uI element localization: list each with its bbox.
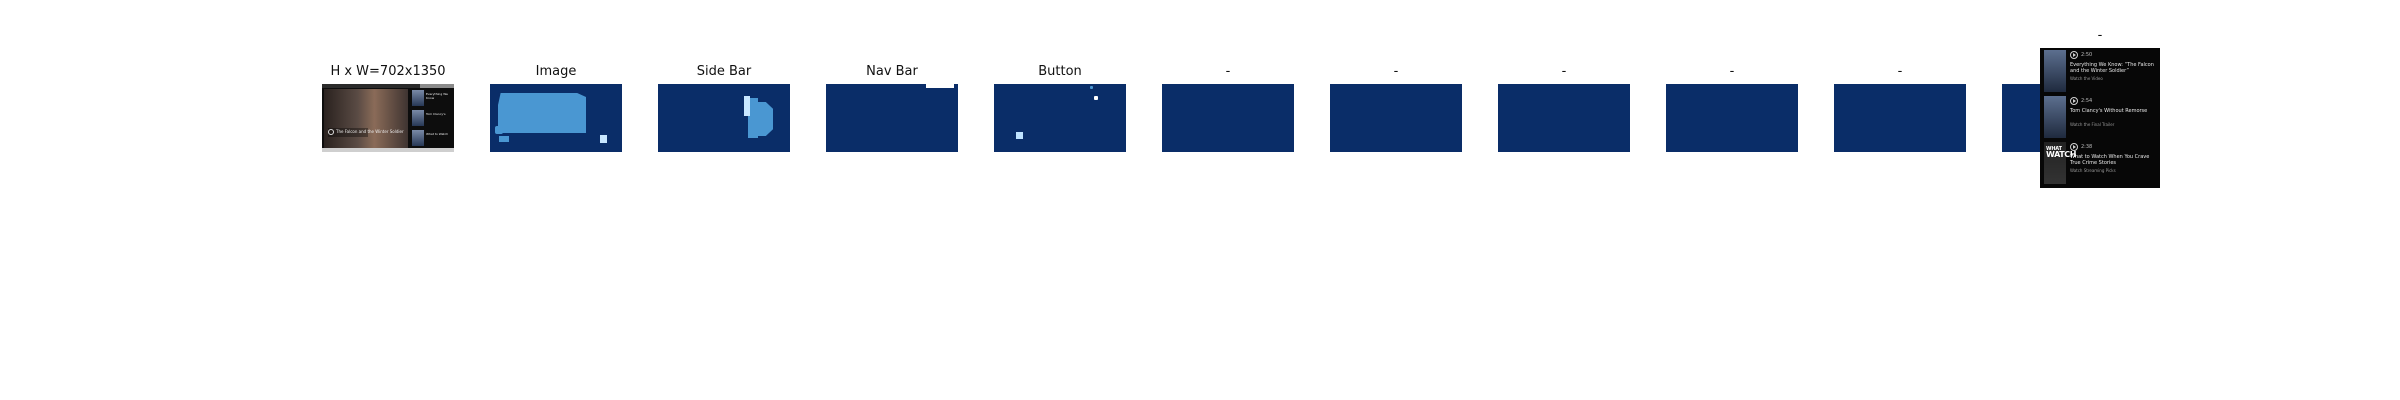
crop-thumb-big-text: WATCH <box>2046 150 2077 159</box>
thumbnail-hero-title: The Falcon and the Winter Soldier <box>336 129 404 134</box>
panel-title-shot: H x W=702x1350 <box>330 64 446 79</box>
play-icon <box>2070 143 2078 151</box>
mask-button-dot-2 <box>1090 86 1093 89</box>
crop-item-time: 2:54 <box>2081 98 2093 104</box>
thumbnail-side-item: Everything We Know <box>412 90 452 106</box>
panel-title-empty-4: - <box>1729 64 1735 79</box>
mask-sidebar-panel <box>658 84 790 152</box>
panel-title-image: Image <box>535 64 577 79</box>
thumbnail-side-thumb <box>412 130 424 146</box>
panel-title-empty-2: - <box>1393 64 1399 79</box>
crop-item-1: 2:50 Everything We Know: “The Falcon and… <box>2044 50 2156 92</box>
mask-image-region-a <box>495 126 503 134</box>
mask-sidebar-region-3 <box>744 96 750 116</box>
panel-title-button: Button <box>1038 64 1082 79</box>
thumbnail-play-icon <box>328 129 334 135</box>
crop-item-time: 2:50 <box>2081 52 2093 58</box>
thumbnail-side-text: What to Watch <box>426 132 449 136</box>
thumbnail-bottom-bar <box>322 148 454 152</box>
crop-item-meta: 2:38 What to Watch When You Crave True C… <box>2070 142 2156 184</box>
crop-title: - <box>2097 28 2103 43</box>
empty-panel-2 <box>1330 84 1462 152</box>
thumbnail-top-right-bar <box>420 84 454 88</box>
thumbnail-side-text: Tom Clancy's <box>426 112 446 116</box>
panel-title-navbar: Nav Bar <box>866 64 918 79</box>
crop-item-2: 2:54 Tom Clancy's Without Remorse Watch … <box>2044 96 2156 138</box>
thumbnail-side-column: Everything We Know Tom Clancy's What to … <box>412 90 452 146</box>
mask-image-panel <box>490 84 622 152</box>
panel-title-empty-1: - <box>1225 64 1231 79</box>
thumbnail-side-item: What to Watch <box>412 130 452 146</box>
crop-item-subtitle: Watch Streaming Picks <box>2070 168 2116 173</box>
play-icon <box>2070 97 2078 105</box>
mask-image-region-b <box>499 136 509 142</box>
thumbnail-hero-overlay <box>328 128 368 137</box>
crop-thumb-small-text: WHAT <box>2046 146 2062 152</box>
mask-image-region-c <box>600 135 607 143</box>
crop-item-thumbnail: WHAT WATCH <box>2044 142 2077 184</box>
panel-title-sidebar: Side Bar <box>696 64 752 79</box>
screenshot-thumbnail: The Falcon and the Winter Soldier Everyt… <box>322 84 454 152</box>
crop-item-heading: What to Watch When You Crave True Crime … <box>2070 154 2150 166</box>
empty-panel-5 <box>1834 84 1966 152</box>
empty-panel-4 <box>1666 84 1798 152</box>
play-icon <box>2070 51 2078 59</box>
crop-item-thumbnail <box>2044 50 2066 92</box>
thumbnail-hero-image <box>324 89 408 148</box>
crop-item-heading: Everything We Know: “The Falcon and the … <box>2070 62 2154 74</box>
crop-item-3: WHAT WATCH 2:38 What to Watch When You C… <box>2044 142 2156 184</box>
crop-item-heading: Tom Clancy's Without Remorse <box>2070 108 2148 114</box>
mask-image-main-region <box>498 93 586 133</box>
mask-sidebar-region-2 <box>755 102 773 136</box>
mask-navbar-region <box>926 84 954 88</box>
crop-item-meta: 2:50 Everything We Know: “The Falcon and… <box>2070 50 2156 92</box>
mask-button-dot-1 <box>1094 96 1098 100</box>
thumbnail-top-strip <box>322 84 454 88</box>
thumbnail-side-item: Tom Clancy's <box>412 110 452 126</box>
crop-item-subtitle: Watch the Video <box>2070 76 2103 81</box>
thumbnail-side-thumb <box>412 90 424 106</box>
mask-navbar-panel <box>826 84 958 152</box>
mask-sidebar-region-1 <box>748 98 758 138</box>
empty-panel-1 <box>1162 84 1294 152</box>
crop-item-meta: 2:54 Tom Clancy's Without Remorse Watch … <box>2070 96 2156 138</box>
mask-button-panel <box>994 84 1126 152</box>
panel-title-empty-3: - <box>1561 64 1567 79</box>
thumbnail-side-text: Everything We Know <box>426 92 448 100</box>
crop-item-subtitle: Watch the Final Trailer <box>2070 122 2115 127</box>
thumbnail-side-thumb <box>412 110 424 126</box>
mask-button-square <box>1016 132 1023 139</box>
empty-panel-3 <box>1498 84 1630 152</box>
crop-item-time: 2:38 <box>2081 144 2093 150</box>
crop-panel: 2:50 Everything We Know: “The Falcon and… <box>2040 48 2160 188</box>
crop-item-thumbnail <box>2044 96 2066 138</box>
panel-title-empty-5: - <box>1897 64 1903 79</box>
